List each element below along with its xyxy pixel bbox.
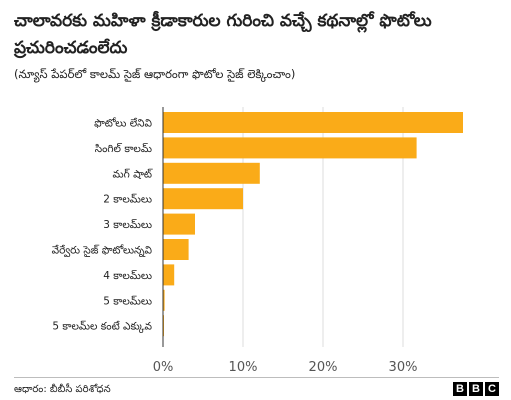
bbc-logo-letter: C [485, 382, 499, 396]
x-tick-label: 20% [309, 360, 338, 375]
bar [163, 137, 417, 159]
category-label: 3 కాలమ్‌లు [103, 219, 152, 231]
bar [163, 289, 165, 311]
bar [163, 213, 195, 235]
footer-divider [14, 377, 499, 378]
category-label: 5 కాలమ్‌ల కంటే ఎక్కువ [52, 321, 152, 334]
bbc-logo-letter: B [453, 382, 467, 396]
x-tick-label: 0% [153, 360, 174, 375]
bar [163, 239, 189, 260]
category-label: వేర్వేరు సైజ్ ఫొటోలున్నవి [52, 244, 153, 258]
x-tick-label: 30% [389, 360, 418, 375]
category-label: 4 కాలమ్‌లు [103, 270, 152, 282]
category-label: 2 కాలమ్‌లు [103, 194, 152, 206]
x-tick-label: 10% [229, 360, 258, 375]
bar [163, 264, 175, 286]
category-label: ఫొటోలు లేనివి [94, 117, 152, 130]
bar [163, 188, 243, 210]
source-note: ఆధారం: బీబీసీ పరిశోధన [14, 384, 111, 395]
bbc-logo: B B C [453, 382, 499, 396]
category-label: సింగిల్ కాలమ్ [95, 143, 152, 155]
bbc-logo-letter: B [469, 382, 483, 396]
page-subtitle: (న్యూస్ పేపర్‌లో కాలమ్ సైజ్ ఆధారంగా ఫొటో… [14, 67, 296, 81]
bar [163, 112, 463, 133]
category-label: మగ్ షాట్ [113, 168, 153, 180]
category-label: 5 కాలమ్‌లు [103, 295, 152, 307]
bar [163, 162, 260, 184]
page-title: చాలావరకు మహిళా క్రీడాకారుల గురించి వచ్చే… [14, 11, 432, 58]
